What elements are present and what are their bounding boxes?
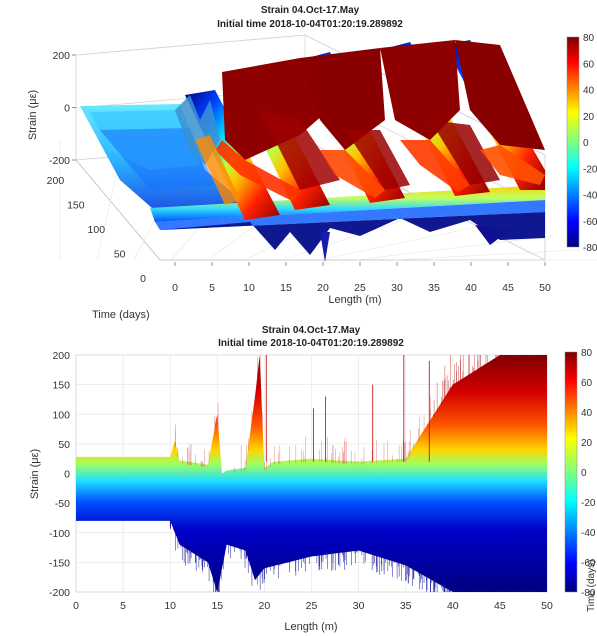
- chart2-x-tick-label: 45: [494, 600, 506, 612]
- chart2-y-ticks: 200 150 100 50 0 -50 -100 -150 -200: [49, 350, 70, 599]
- chart2-colorbar-label: Time (days): [586, 560, 597, 612]
- chart2-strain-band: [76, 355, 547, 592]
- chart1-x-tick-label: 15: [280, 282, 292, 294]
- chart2-x-ticks: 0 5 10 15 20 25 30 35 40 45 50: [73, 600, 553, 612]
- chart2-xlabel: Length (m): [284, 621, 337, 633]
- chart1-x-gridline: [318, 223, 491, 261]
- chart2-x-tick-label: 15: [211, 600, 223, 612]
- chart2-y-tick-label: -100: [49, 528, 70, 540]
- chart2-colorbar-tick-label: 0: [581, 468, 587, 479]
- chart2-colorbar-ticks: 80 60 40 20 0 -20 -40 -60 -80: [581, 348, 596, 599]
- chart2-title: Strain 04.Oct-17.May: [262, 325, 361, 336]
- chart1-x-tick-label: 45: [502, 282, 514, 294]
- chart1-y-tick-label: 150: [67, 199, 85, 211]
- chart2-x-tick-label: 30: [353, 600, 365, 612]
- chart2-data: [76, 355, 547, 592]
- chart1-z-ticks: 200 0 -200: [49, 50, 76, 167]
- chart2-x-tick-label: 35: [400, 600, 412, 612]
- chart2-colorbar-tick-label: -80: [581, 588, 596, 599]
- chart1-surface: [80, 40, 545, 262]
- chart1-x-tick-label: 5: [209, 282, 215, 294]
- chart2-x-tick-label: 25: [306, 600, 318, 612]
- chart1-y-tick-label: 0: [140, 273, 146, 285]
- chart2-x-tick-label: 40: [447, 600, 459, 612]
- chart2-y-tick-label: -150: [49, 557, 70, 569]
- chart1-x-tick-label: 20: [317, 282, 329, 294]
- chart1-colorbar-tick-label: -20: [583, 164, 597, 175]
- chart1-colorbar-tick-label: -80: [583, 243, 597, 254]
- chart2-y-tick-label: 50: [58, 439, 70, 451]
- chart2-subtitle: Initial time 2018-10-04T01:20:19.289892: [218, 338, 404, 349]
- chart1-z-tick-label: 200: [52, 50, 70, 62]
- chart1-x-ticks: 0 5 10 15 20 25 30 35 40 45 50: [172, 262, 551, 294]
- chart1-ylabel: Time (days): [92, 309, 150, 321]
- chart1-x-gridline: [355, 235, 553, 261]
- chart1-y-tick-label: 100: [88, 224, 106, 236]
- chart1-colorbar-tick-label: 20: [583, 112, 595, 123]
- chart1-title: Strain 04.Oct-17.May: [261, 5, 360, 16]
- chart2-y-tick-label: -200: [49, 587, 70, 599]
- chart1-colorbar-tick-label: -60: [583, 217, 597, 228]
- chart2-y-tick-label: 0: [64, 469, 70, 481]
- chart1-xlabel: Length (m): [328, 294, 381, 306]
- chart1-colorbar-tick-label: 60: [583, 59, 595, 70]
- chart1-colorbar-tick-label: 40: [583, 86, 595, 97]
- chart2-y-tick-label: 100: [52, 409, 70, 421]
- surface-plot: Strain 04.Oct-17.May Initial time 2018-1…: [27, 5, 597, 321]
- chart1-x-tick-label: 50: [539, 282, 551, 294]
- chart2-x-tick-label: 10: [164, 600, 176, 612]
- area-plot: Strain 04.Oct-17.May Initial time 2018-1…: [29, 325, 597, 633]
- chart1-subtitle: Initial time 2018-10-04T01:20:19.289892: [217, 19, 403, 30]
- chart1-z-tick-label: -200: [49, 155, 70, 167]
- chart1-x-tick-label: 25: [354, 282, 366, 294]
- chart1-colorbar-tick-label: 80: [583, 33, 595, 44]
- chart1-y-tick-label: 200: [47, 175, 65, 187]
- chart2-x-tick-label: 50: [541, 600, 553, 612]
- chart1-x-tick-label: 40: [465, 282, 477, 294]
- chart1-x-tick-label: 0: [172, 282, 178, 294]
- chart2-colorbar-tick-label: 20: [581, 438, 593, 449]
- chart1-colorbar-ticks: 80 60 40 20 0 -20 -40 -60 -80: [583, 33, 597, 254]
- chart2-colorbar-tick-label: 60: [581, 378, 593, 389]
- chart2-colorbar-tick-label: -60: [581, 558, 596, 569]
- chart1-x-tick-label: 35: [428, 282, 440, 294]
- chart2-colorbar-tick-label: -20: [581, 498, 596, 509]
- chart1-y-tick-label: 50: [114, 248, 126, 260]
- chart2-y-tick-label: -50: [55, 498, 70, 510]
- chart2-colorbar-tick-label: 40: [581, 408, 593, 419]
- chart2-ylabel: Strain (με): [29, 449, 41, 499]
- chart2-colorbar-tick-label: -40: [581, 528, 596, 539]
- chart1-colorbar-tick-label: 0: [583, 138, 589, 149]
- chart2-y-tick-label: 200: [52, 350, 70, 362]
- chart2-y-tick-label: 150: [52, 380, 70, 392]
- chart1-x-tick-label: 10: [243, 282, 255, 294]
- chart2-colorbar-tick-label: 80: [581, 348, 593, 359]
- chart1-colorbar: [566, 36, 580, 248]
- chart2-spikes: [169, 355, 546, 592]
- chart2-x-tick-label: 0: [73, 600, 79, 612]
- chart2-colorbar: [564, 351, 578, 593]
- chart1-z-tick-label: 0: [64, 103, 70, 115]
- chart1-zlabel: Strain (με): [27, 90, 39, 140]
- chart1-colorbar-tick-label: -40: [583, 191, 597, 202]
- chart1-x-tick-label: 30: [391, 282, 403, 294]
- chart1-x-gridline: [392, 248, 597, 261]
- chart2-x-tick-label: 5: [120, 600, 126, 612]
- chart2-x-tick-label: 20: [259, 600, 271, 612]
